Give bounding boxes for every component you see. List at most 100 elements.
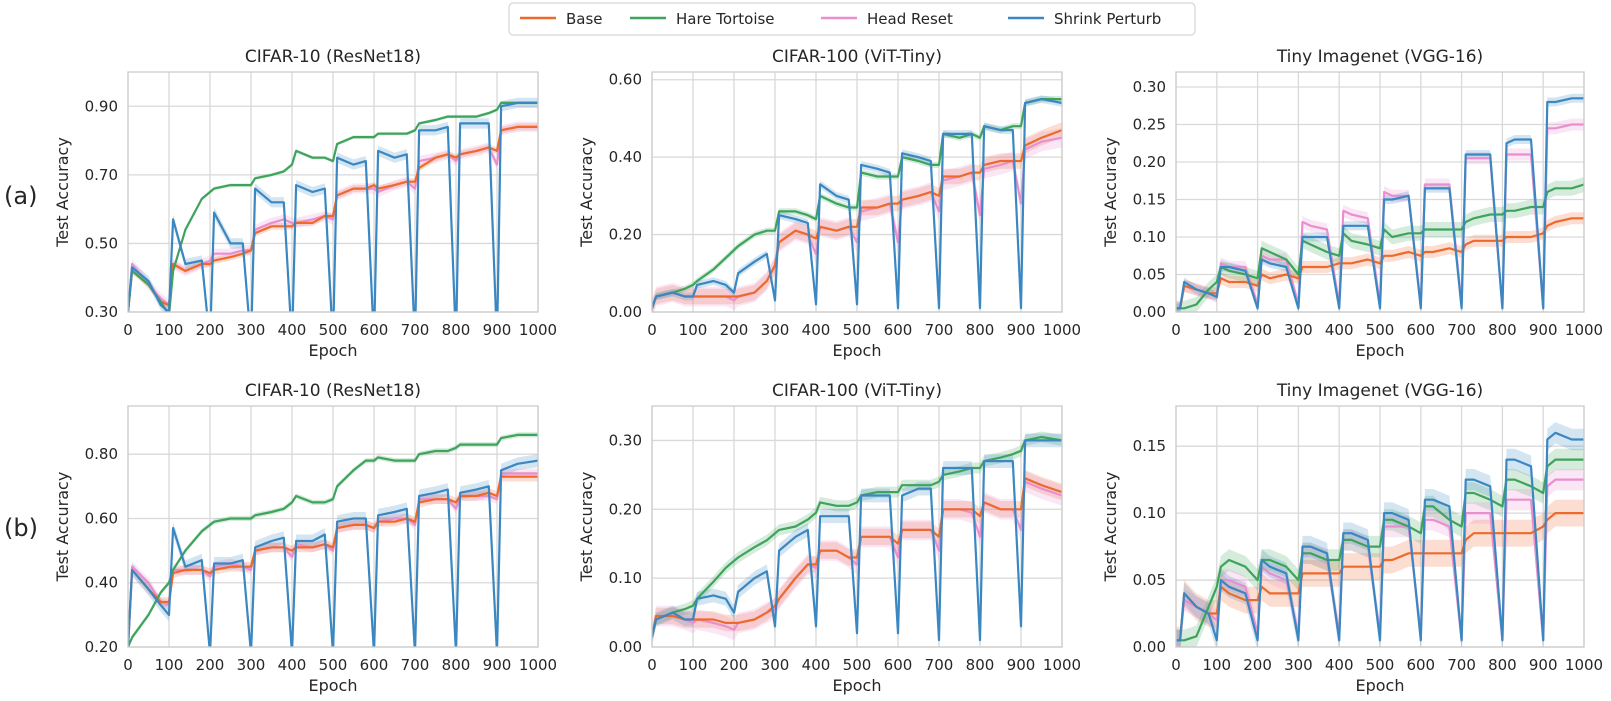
series-line-base: [128, 125, 538, 312]
x-axis-label: Epoch: [1356, 676, 1405, 695]
x-tick-label: 100: [155, 656, 184, 674]
series-line-shrink-perturb: [128, 459, 538, 647]
y-tick-label: 0.00: [609, 638, 642, 656]
y-axis-label: Test Accuracy: [53, 472, 72, 583]
series-line-shrink-perturb: [1176, 431, 1584, 642]
x-tick-label: 200: [1243, 656, 1272, 674]
x-tick-label: 700: [401, 321, 430, 339]
legend-label-hare-tortoise: Hare Tortoise: [676, 10, 775, 28]
x-tick-label: 700: [925, 321, 954, 339]
x-tick-label: 400: [1325, 656, 1354, 674]
x-tick-label: 400: [278, 656, 307, 674]
plot-frame: [127, 71, 539, 313]
y-tick-label: 0.15: [1133, 437, 1166, 455]
row-label: (a): [4, 182, 37, 210]
row-label: (b): [4, 514, 38, 542]
series-line-base: [1176, 512, 1584, 642]
chart-panel: 0 100 200 300 400 500 600 700 800 900 1000 0.00 0.05…: [1101, 47, 1603, 360]
x-tick-label: 1000: [1043, 321, 1081, 339]
y-tick-label: 0.20: [1133, 153, 1166, 171]
x-tick-label: 100: [1202, 321, 1231, 339]
band-shrink-perturb: [1176, 422, 1584, 647]
chart-panel: 0 100 200 300 400 500 600 700 800 900 1000 0.00 0.20…: [577, 47, 1081, 360]
y-tick-label: 0.10: [1133, 228, 1166, 246]
x-tick-label: 100: [679, 321, 708, 339]
legend-label-head-reset: Head Reset: [867, 10, 953, 28]
x-tick-label: 600: [1406, 321, 1435, 339]
x-tick-label: 200: [720, 656, 749, 674]
chart-panel: 0 100 200 300 400 500 600 700 800 900 1000 0.20 0.40…: [53, 381, 557, 695]
y-tick-label: 0.70: [85, 166, 118, 184]
y-axis-label: Test Accuracy: [577, 137, 596, 248]
y-axis-label: Test Accuracy: [1101, 137, 1120, 248]
x-tick-label: 300: [1284, 656, 1313, 674]
y-tick-label: 0.80: [85, 445, 118, 463]
series-line-hare-tortoise: [652, 98, 1062, 309]
x-tick-label: 600: [884, 321, 913, 339]
x-tick-label: 600: [884, 656, 913, 674]
x-tick-label: 500: [1366, 321, 1395, 339]
plot-frame: [651, 405, 1063, 648]
x-tick-label: 100: [679, 656, 708, 674]
x-tick-label: 400: [278, 321, 307, 339]
chart-panel: 0 100 200 300 400 500 600 700 800 900 1000 0.00 0.10…: [577, 381, 1081, 695]
x-tick-label: 800: [1488, 321, 1517, 339]
x-tick-label: 0: [647, 656, 657, 674]
y-tick-label: 0.00: [1133, 303, 1166, 321]
plot-frame: [1175, 71, 1585, 313]
x-tick-label: 400: [802, 656, 831, 674]
x-tick-label: 800: [442, 321, 471, 339]
x-tick-label: 800: [1488, 656, 1517, 674]
x-tick-label: 900: [1007, 656, 1036, 674]
band-head-reset: [652, 128, 1062, 312]
x-tick-label: 1000: [1043, 656, 1081, 674]
chart-title: CIFAR-10 (ResNet18): [245, 381, 421, 401]
series-line-hare-tortoise: [652, 435, 1062, 637]
y-tick-label: 0.30: [609, 431, 642, 449]
y-axis-label: Test Accuracy: [53, 137, 72, 248]
x-tick-label: 900: [483, 656, 512, 674]
x-tick-label: 800: [966, 321, 995, 339]
x-tick-label: 500: [843, 656, 872, 674]
x-tick-label: 600: [1406, 656, 1435, 674]
x-tick-label: 600: [360, 656, 389, 674]
row-labels: (a) (b): [4, 182, 38, 542]
x-tick-label: 300: [1284, 321, 1313, 339]
x-tick-label: 400: [802, 321, 831, 339]
x-tick-label: 200: [196, 321, 225, 339]
x-tick-label: 600: [360, 321, 389, 339]
x-axis-label: Epoch: [309, 341, 358, 360]
plot-frame: [1175, 405, 1585, 648]
x-tick-label: 700: [925, 656, 954, 674]
series-line-hare-tortoise: [128, 101, 538, 312]
series-line-shrink-perturb: [652, 439, 1062, 642]
x-tick-label: 400: [1325, 321, 1354, 339]
x-axis-label: Epoch: [1356, 341, 1405, 360]
y-tick-label: 0.10: [609, 569, 642, 587]
series-line-hare-tortoise: [128, 433, 538, 647]
y-tick-label: 0.05: [1133, 266, 1166, 284]
x-tick-label: 1000: [519, 656, 557, 674]
x-axis-label: Epoch: [309, 676, 358, 695]
x-tick-label: 700: [1447, 656, 1476, 674]
x-tick-label: 500: [843, 321, 872, 339]
chart-title: CIFAR-100 (ViT-Tiny): [772, 381, 942, 401]
x-tick-label: 300: [761, 656, 790, 674]
y-tick-label: 0.40: [85, 574, 118, 592]
x-tick-label: 200: [1243, 321, 1272, 339]
x-tick-label: 500: [1366, 656, 1395, 674]
chart-panels: 0 100 200 300 400 500 600 700 800 900 10000.300.50…: [53, 47, 1603, 695]
x-tick-label: 800: [442, 656, 471, 674]
y-axis-label: Test Accuracy: [577, 472, 596, 583]
y-tick-label: 0.30: [1133, 78, 1166, 96]
plot-frame: [127, 405, 539, 648]
chart-title: CIFAR-100 (ViT-Tiny): [772, 47, 942, 67]
x-tick-label: 900: [1529, 321, 1558, 339]
x-tick-label: 1000: [1565, 321, 1603, 339]
y-tick-label: 0.40: [609, 148, 642, 166]
x-tick-label: 900: [483, 321, 512, 339]
x-tick-label: 0: [1171, 656, 1181, 674]
chart-title: Tiny Imagenet (VGG-16): [1276, 47, 1483, 67]
x-tick-label: 300: [237, 656, 266, 674]
